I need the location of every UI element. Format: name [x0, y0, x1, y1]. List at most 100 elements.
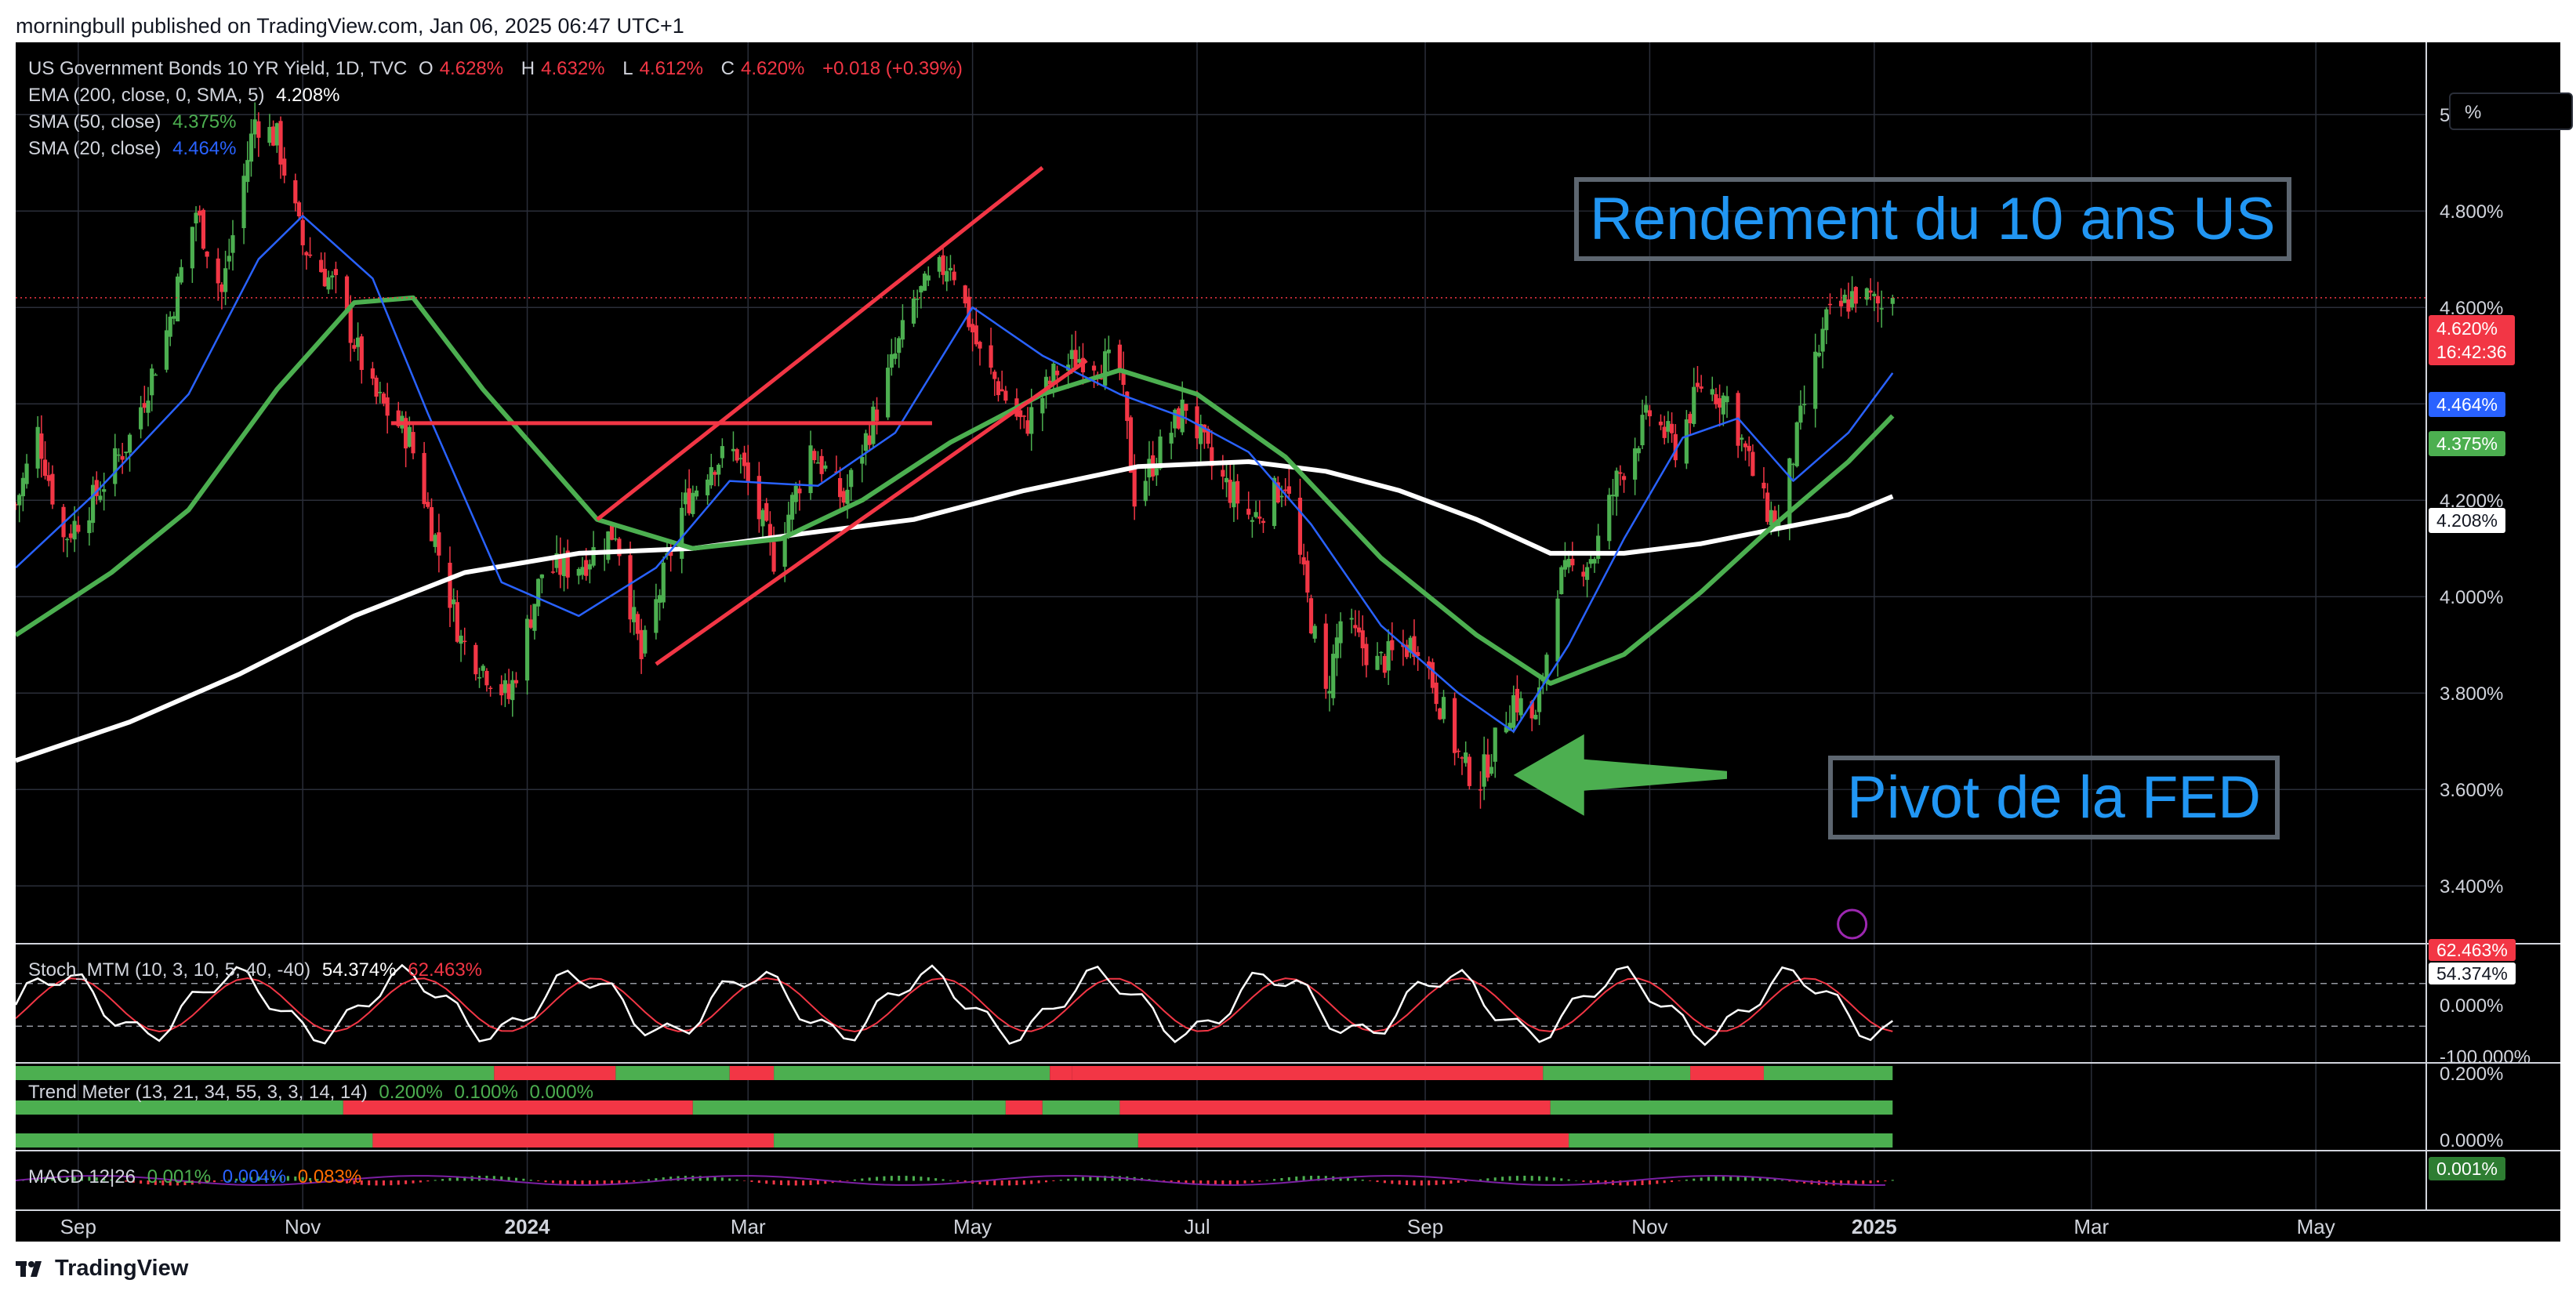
- channel-upper-line: [596, 165, 1044, 521]
- sma20-legend[interactable]: SMA (20, close) 4.464%: [28, 138, 242, 160]
- candle-body: [1515, 688, 1520, 712]
- annotation-pivot[interactable]: Pivot de la FED: [1828, 756, 2280, 839]
- chart-panel[interactable]: 3.400%3.600%3.800%4.000%4.200%4.400%4.60…: [16, 42, 2573, 1242]
- candle-body: [1386, 641, 1391, 671]
- candle-body: [911, 298, 916, 324]
- macd-histogram-bar: [743, 1180, 746, 1181]
- macd-histogram-bar: [920, 1177, 923, 1181]
- macd-histogram-bar: [1736, 1176, 1740, 1181]
- macd-histogram-bar: [1700, 1177, 1703, 1181]
- candle-body: [245, 160, 250, 183]
- trend-meter-segment: [1042, 1100, 1120, 1115]
- candle-body: [1416, 651, 1420, 657]
- annotation-title[interactable]: Rendement du 10 ans US: [1574, 177, 2291, 261]
- macd-histogram-bar: [1478, 1179, 1482, 1181]
- scale-mode-button[interactable]: %: [2449, 92, 2573, 130]
- macd-histogram-bar: [1104, 1176, 1107, 1181]
- macd-histogram-bar: [316, 1179, 319, 1181]
- candle-body: [124, 451, 129, 454]
- candle-body: [609, 524, 615, 540]
- macd-histogram-bar: [1869, 1180, 1872, 1184]
- candle-body: [1132, 469, 1137, 507]
- macd-histogram-bar: [890, 1176, 893, 1181]
- chart-canvas[interactable]: 3.400%3.600%3.800%4.000%4.200%4.400%4.60…: [16, 42, 2560, 1242]
- candle-body: [1725, 396, 1729, 403]
- macd-histogram-bar: [1597, 1180, 1600, 1184]
- macd-histogram-bar: [669, 1177, 673, 1181]
- macd-legend[interactable]: MACD 12|26 0.001% 0.004% 0.083%: [28, 1166, 368, 1188]
- macd-histogram-bar: [1501, 1177, 1504, 1181]
- macd-histogram-bar: [1339, 1177, 1342, 1181]
- lightning-icon: [1837, 908, 1868, 940]
- candle-body: [926, 275, 931, 281]
- candle-body: [874, 409, 880, 421]
- candle-body: [113, 448, 118, 484]
- macd-histogram-bar: [412, 1180, 415, 1184]
- candle-body: [220, 284, 224, 292]
- candle-body: [1559, 567, 1564, 595]
- trend-meter-segment: [1072, 1066, 1544, 1080]
- candle-body: [503, 680, 507, 693]
- candle-body: [1537, 687, 1542, 712]
- candle-body: [524, 618, 530, 681]
- candle-body: [782, 537, 787, 567]
- macd-histogram-bar: [574, 1180, 577, 1186]
- ohlc-change: +0.018 (+0.39%): [822, 58, 963, 79]
- candle-body: [635, 614, 640, 634]
- candle-body: [558, 555, 563, 575]
- sma20-value: 4.464%: [172, 138, 237, 159]
- macd-histogram-bar: [176, 1180, 180, 1186]
- macd-histogram-bar: [1250, 1180, 1254, 1183]
- macd-histogram-bar: [249, 1177, 252, 1181]
- candle-body: [1338, 621, 1343, 644]
- candle-body: [1464, 752, 1468, 763]
- candle-body: [256, 121, 261, 138]
- trend-meter-segment: [692, 1100, 1006, 1115]
- macd-histogram-bar: [441, 1179, 444, 1181]
- candle-body: [484, 670, 489, 686]
- candle-body: [76, 524, 81, 532]
- macd-histogram-bar: [956, 1180, 960, 1182]
- stoch-value-2: 62.463%: [408, 959, 483, 981]
- candle-body: [1581, 571, 1586, 577]
- candle-body: [1143, 480, 1148, 502]
- trend-axis-label: 0.200%: [2440, 1064, 2503, 1085]
- macd-histogram-bar: [868, 1177, 871, 1181]
- candle-body: [1864, 288, 1870, 300]
- candle-body: [205, 251, 209, 257]
- macd-histogram-bar: [1508, 1176, 1511, 1181]
- ema-legend[interactable]: EMA (200, close, 0, SMA, 5) 4.208%: [28, 85, 346, 107]
- candle-body: [1816, 352, 1821, 357]
- candle-body: [1121, 369, 1126, 385]
- trend-meter-segment: [1050, 1066, 1072, 1080]
- macd-histogram-bar: [1589, 1180, 1592, 1184]
- macd-histogram-bar: [978, 1180, 981, 1184]
- macd-histogram-bar: [375, 1180, 378, 1186]
- candle-body: [1323, 623, 1328, 689]
- pivot-arrow: [1513, 734, 1728, 816]
- candle-body: [278, 121, 283, 165]
- candle-body: [1308, 598, 1314, 633]
- candle-body: [989, 345, 993, 368]
- candle-body: [1813, 351, 1818, 409]
- trend-meter-segment: [1119, 1100, 1551, 1115]
- macd-histogram-bar: [1634, 1180, 1637, 1186]
- candle-body: [841, 491, 846, 503]
- candle-body: [39, 433, 44, 459]
- macd-histogram-bar: [816, 1180, 819, 1185]
- x-tick-label: May: [953, 1215, 992, 1238]
- candle-body: [477, 677, 482, 679]
- candle-body: [705, 479, 710, 495]
- candle-body: [396, 410, 401, 426]
- tradingview-brand[interactable]: TradingView: [16, 1256, 188, 1282]
- stoch-legend[interactable]: Stoch_MTM (10, 3, 10, 5, 40, -40) 54.374…: [28, 959, 488, 981]
- candle-body: [756, 476, 761, 520]
- y-tick-label: 4.800%: [2440, 201, 2503, 223]
- sma50-legend[interactable]: SMA (50, close) 4.375%: [28, 111, 242, 133]
- candle-body: [661, 562, 666, 603]
- trend-axis-label: 0.000%: [2440, 1130, 2503, 1151]
- candle-body: [1842, 295, 1847, 303]
- candle-body: [1077, 359, 1082, 363]
- trend-legend[interactable]: Trend Meter (13, 21, 34, 55, 3, 3, 14, 1…: [28, 1082, 600, 1104]
- candle-body: [319, 259, 324, 273]
